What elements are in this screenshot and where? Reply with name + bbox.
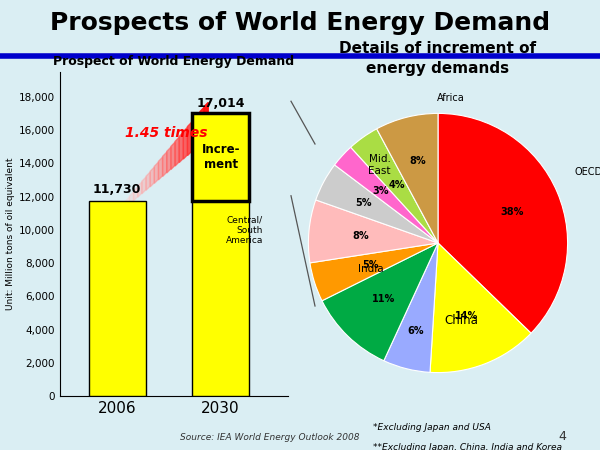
Text: 8%: 8% <box>352 231 369 241</box>
Polygon shape <box>154 162 158 184</box>
Wedge shape <box>438 113 568 333</box>
Text: 17,014: 17,014 <box>196 97 245 110</box>
Text: 4: 4 <box>558 430 566 443</box>
Polygon shape <box>142 177 146 194</box>
Text: OECD*: OECD* <box>574 166 600 177</box>
Polygon shape <box>204 103 208 142</box>
Polygon shape <box>125 197 130 208</box>
Text: **Excluding Japan, China, India and Korea: **Excluding Japan, China, India and Kore… <box>373 443 562 450</box>
Text: 4%: 4% <box>389 180 405 190</box>
Polygon shape <box>130 192 134 204</box>
Polygon shape <box>167 147 171 173</box>
Text: 5%: 5% <box>356 198 372 208</box>
Polygon shape <box>163 152 167 176</box>
Wedge shape <box>350 129 438 243</box>
Text: Africa: Africa <box>437 93 465 103</box>
Title: Prospect of World Energy Demand: Prospect of World Energy Demand <box>53 55 295 68</box>
Text: Prospects of World Energy Demand: Prospects of World Energy Demand <box>50 11 550 36</box>
Text: Mid.
East: Mid. East <box>368 154 391 176</box>
Text: 8%: 8% <box>409 156 426 166</box>
Text: 3%: 3% <box>372 185 389 196</box>
Wedge shape <box>316 165 438 243</box>
Polygon shape <box>175 137 179 166</box>
Bar <box>192 113 249 201</box>
Text: Source: IEA World Energy Outlook 2008: Source: IEA World Energy Outlook 2008 <box>180 433 359 442</box>
Text: India: India <box>358 264 383 274</box>
Polygon shape <box>171 142 175 170</box>
Wedge shape <box>322 243 438 361</box>
Text: 5%: 5% <box>362 260 379 270</box>
Text: 14%: 14% <box>454 310 478 320</box>
Y-axis label: Unit: Million tons of oil equivalent: Unit: Million tons of oil equivalent <box>6 158 15 310</box>
Text: 11%: 11% <box>372 294 395 304</box>
Wedge shape <box>377 113 438 243</box>
Polygon shape <box>191 117 196 152</box>
Text: 1.45 times: 1.45 times <box>125 126 208 140</box>
Text: *Excluding Japan and USA: *Excluding Japan and USA <box>373 423 491 432</box>
Wedge shape <box>384 243 438 372</box>
Polygon shape <box>150 167 154 187</box>
Text: Central/
South
America: Central/ South America <box>226 215 263 245</box>
Polygon shape <box>187 122 191 156</box>
Wedge shape <box>308 200 438 263</box>
Polygon shape <box>200 108 204 145</box>
Wedge shape <box>335 147 438 243</box>
Polygon shape <box>138 182 142 197</box>
Bar <box>89 201 146 396</box>
Polygon shape <box>158 157 163 180</box>
Title: Details of increment of
energy demands: Details of increment of energy demands <box>340 41 536 76</box>
Polygon shape <box>184 127 187 159</box>
Text: 6%: 6% <box>407 326 424 336</box>
Text: 11,730: 11,730 <box>93 183 141 196</box>
Text: Incre-
ment: Incre- ment <box>202 143 240 171</box>
Text: China: China <box>445 314 478 327</box>
Polygon shape <box>134 187 138 201</box>
Wedge shape <box>430 243 531 373</box>
Polygon shape <box>179 132 184 162</box>
Polygon shape <box>196 112 200 148</box>
Text: 38%: 38% <box>500 207 524 217</box>
Polygon shape <box>146 172 150 190</box>
Polygon shape <box>202 113 208 143</box>
Bar <box>192 201 249 396</box>
Wedge shape <box>310 243 438 301</box>
